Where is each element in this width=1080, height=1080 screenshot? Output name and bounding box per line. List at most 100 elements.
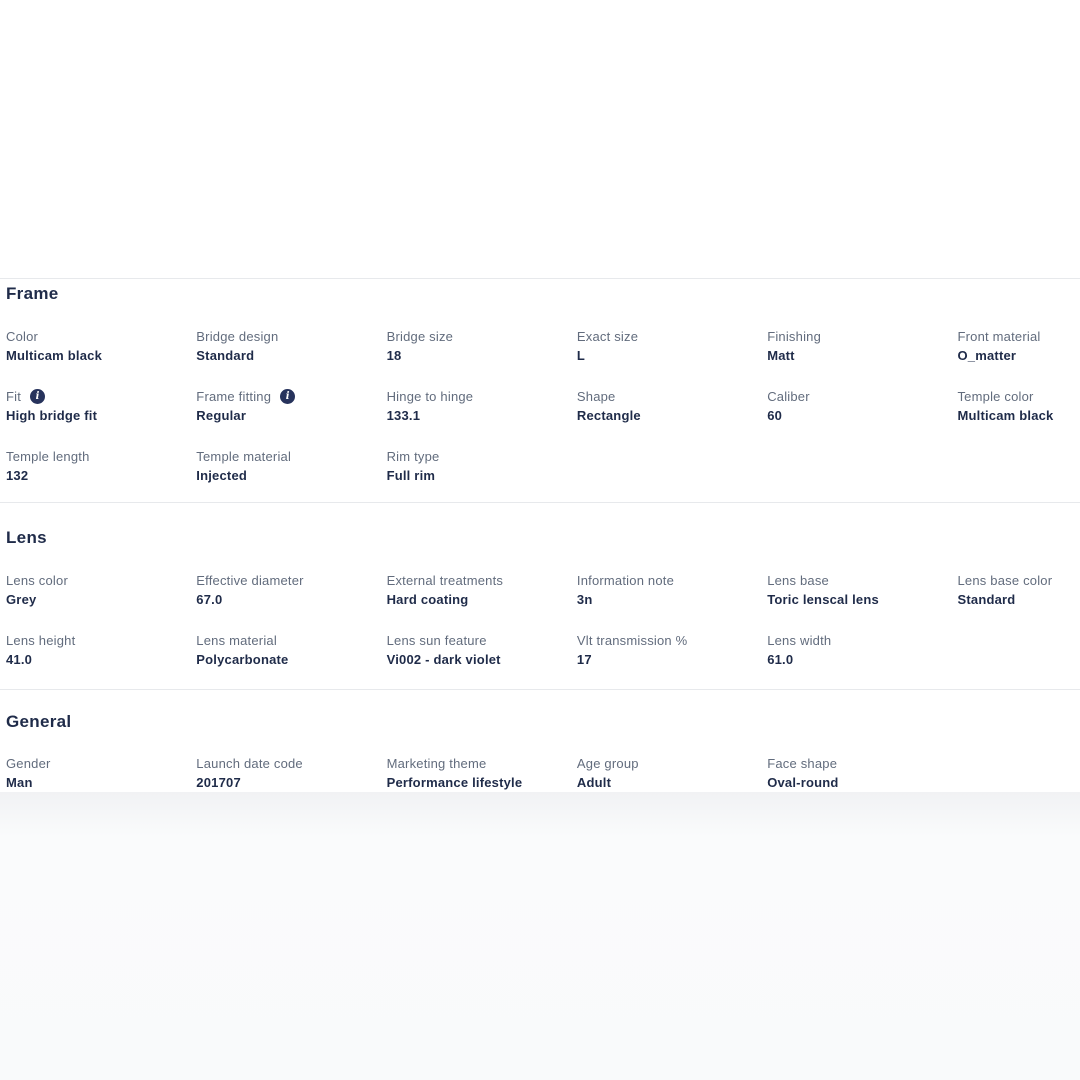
spec-value: 132 <box>6 468 29 483</box>
spec-value: O_matter <box>957 348 1017 363</box>
spec-grid: Lens color Grey Effective diameter 67.0 Exte… <box>6 573 1080 667</box>
spec-field-temple-color: Temple color Multicam black <box>957 389 1080 423</box>
spec-label-row: Rim type <box>387 449 577 464</box>
spec-label: Frame fitting <box>196 389 272 404</box>
spec-value: L <box>576 348 586 363</box>
spec-field-lens-material: Lens material Polycarbonate <box>196 633 386 667</box>
spec-label-row: Lens width <box>767 633 957 648</box>
section-title: Lens <box>6 528 47 547</box>
spec-value: Multicam black <box>957 408 1054 423</box>
spec-field-lens-width: Lens width 61.0 <box>767 633 957 667</box>
spec-field-hinge-to-hinge: Hinge to hinge 133.1 <box>387 389 577 423</box>
section-title: Frame <box>6 284 59 303</box>
spec-label-row: Marketing theme <box>387 756 577 771</box>
spec-value: Vi002 - dark violet <box>386 652 501 667</box>
spec-field-gender: Gender Man <box>6 756 196 790</box>
spec-label: Lens base <box>767 573 829 588</box>
spec-label: Age group <box>576 756 639 771</box>
specifications-sections: Frame Color Multicam black Bridge design Sta… <box>0 278 1080 792</box>
spec-value: Man <box>6 775 33 790</box>
footer-background <box>0 792 1080 1080</box>
spec-label-row: Lens material <box>196 633 386 648</box>
spec-label-row: Shape <box>577 389 767 404</box>
spec-label: Lens width <box>767 633 832 648</box>
spec-label: Hinge to hinge <box>386 389 474 404</box>
spec-field-bridge-design: Bridge design Standard <box>196 329 386 363</box>
spec-value: Injected <box>196 468 248 483</box>
spec-value: Performance lifestyle <box>386 775 523 790</box>
spec-label: Lens height <box>6 633 76 648</box>
spec-label: Temple material <box>196 449 292 464</box>
spec-label-row: Hinge to hinge <box>387 389 577 404</box>
spec-label: Exact size <box>576 329 639 344</box>
spec-field-rim-type: Rim type Full rim <box>387 449 577 483</box>
spec-label-row: Lens color <box>6 573 196 588</box>
spec-value: 201707 <box>196 775 241 790</box>
spec-label-row: Frame fitting i <box>196 389 386 404</box>
spec-value: Hard coating <box>386 592 469 607</box>
spec-value: 133.1 <box>386 408 421 423</box>
spec-field-front-material: Front material O_matter <box>957 329 1080 363</box>
spec-field-lens-sun-feature: Lens sun feature Vi002 - dark violet <box>387 633 577 667</box>
spec-label: Front material <box>957 329 1041 344</box>
section-lens: Lens Lens color Grey Effective diameter 67.0… <box>0 502 1080 689</box>
spec-label-row: Age group <box>577 756 767 771</box>
spec-field-temple-material: Temple material Injected <box>196 449 386 483</box>
spec-label-row: Color <box>6 329 196 344</box>
spec-label-row: Finishing <box>767 329 957 344</box>
spec-label-row: Information note <box>577 573 767 588</box>
spec-label-row: Exact size <box>577 329 767 344</box>
spec-value: Standard <box>957 592 1016 607</box>
spec-value: Matt <box>767 348 795 363</box>
spec-value: Toric lenscal lens <box>767 592 879 607</box>
spec-field-age-group: Age group Adult <box>577 756 767 790</box>
spec-label: Bridge design <box>196 329 279 344</box>
spec-field-exact-size: Exact size L <box>577 329 767 363</box>
spec-value: 60 <box>767 408 783 423</box>
spec-value: Oval-round <box>767 775 839 790</box>
spec-label-row: Face shape <box>767 756 957 771</box>
spec-field-shape: Shape Rectangle <box>577 389 767 423</box>
spec-value: Regular <box>196 408 247 423</box>
spec-label: Face shape <box>767 756 838 771</box>
spec-label-row: Fit i <box>6 389 196 404</box>
section-general: General Gender Man Launch date code 201707 Ma… <box>0 689 1080 792</box>
spec-field-lens-color: Lens color Grey <box>6 573 196 607</box>
spec-label: Bridge size <box>386 329 454 344</box>
spec-value: 67.0 <box>196 592 223 607</box>
spec-value: 41.0 <box>6 652 33 667</box>
spec-field-face-shape: Face shape Oval-round <box>767 756 957 790</box>
spec-field-lens-base-color: Lens base color Standard <box>957 573 1080 607</box>
spec-label-row: Temple length <box>6 449 196 464</box>
spec-field-finishing: Finishing Matt <box>767 329 957 363</box>
spec-field-marketing-theme: Marketing theme Performance lifestyle <box>387 756 577 790</box>
spec-value: 3n <box>576 592 593 607</box>
info-icon[interactable]: i <box>30 389 46 404</box>
spec-field-launch-date-code: Launch date code 201707 <box>196 756 386 790</box>
spec-value: Grey <box>6 592 37 607</box>
spec-label: Temple length <box>6 449 90 464</box>
section-title: General <box>6 712 72 731</box>
spec-field-color: Color Multicam black <box>6 329 196 363</box>
spec-label: Fit <box>6 389 22 404</box>
spec-field-bridge-size: Bridge size 18 <box>387 329 577 363</box>
spec-value: Standard <box>196 348 255 363</box>
spec-label-row: Front material <box>957 329 1080 344</box>
spec-label: Rim type <box>386 449 440 464</box>
spec-label-row: Effective diameter <box>196 573 386 588</box>
spec-value: Rectangle <box>576 408 641 423</box>
spec-label-row: Bridge size <box>387 329 577 344</box>
spec-field-information-note: Information note 3n <box>577 573 767 607</box>
spec-value: Multicam black <box>6 348 102 363</box>
spec-label: Gender <box>6 756 51 771</box>
top-whitespace <box>0 0 1080 278</box>
spec-value: 61.0 <box>767 652 794 667</box>
spec-field-effective-diameter: Effective diameter 67.0 <box>196 573 386 607</box>
spec-label: Lens color <box>6 573 68 588</box>
spec-label: Lens base color <box>957 573 1053 588</box>
spec-label-row: Caliber <box>767 389 957 404</box>
spec-grid: Color Multicam black Bridge design Standard… <box>6 329 1080 483</box>
info-icon[interactable]: i <box>280 389 296 404</box>
spec-label-row: Bridge design <box>196 329 386 344</box>
